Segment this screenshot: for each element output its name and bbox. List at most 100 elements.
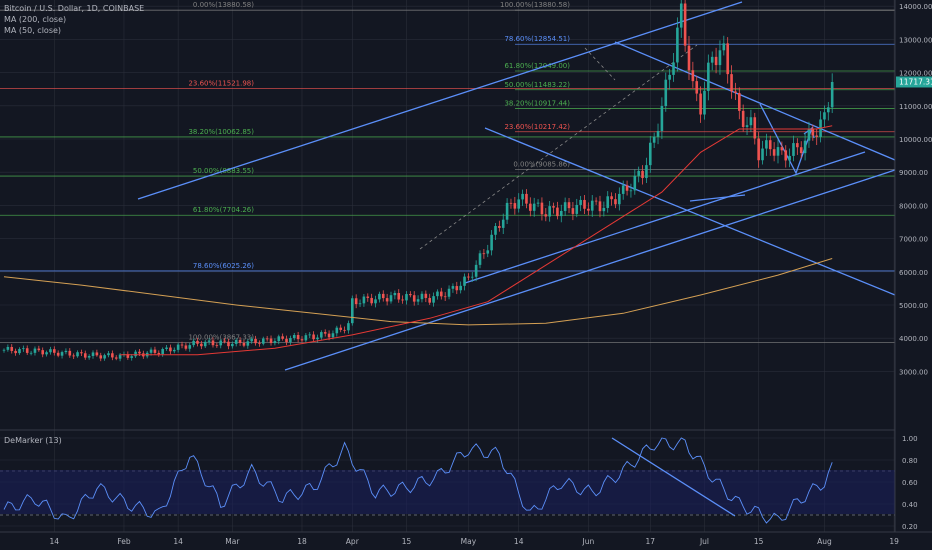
time-tick-label: 19 [889, 537, 899, 546]
candle-body [118, 354, 122, 359]
demarker-legend[interactable]: DeMarker (13) [4, 436, 62, 445]
candle-body [2, 349, 6, 351]
candle-body [780, 147, 784, 151]
price-tick-label: 7000.00 [899, 236, 928, 244]
time-tick-label: Apr [346, 537, 360, 546]
current-price-box [896, 76, 932, 88]
candle-body [72, 355, 75, 357]
candle-body [203, 341, 207, 347]
demarker-axis[interactable]: 1.00 0.80 0.60 0.40 0.20 [902, 435, 918, 531]
price-tick-label: 4000.00 [899, 335, 928, 343]
candle-body [432, 296, 435, 303]
fib-level-left-label: 61.80%(7704.26) [193, 206, 254, 214]
ma50-legend[interactable]: MA (50, close) [4, 26, 62, 35]
candle-body [126, 354, 130, 358]
candle-body [49, 349, 52, 353]
candle-body [741, 110, 745, 127]
candle-body [633, 175, 637, 191]
candle-body [14, 350, 17, 354]
candle-body [455, 286, 459, 291]
candle-body [347, 323, 350, 331]
candle-body [343, 329, 346, 331]
candle-body [714, 56, 718, 66]
candle-body [238, 340, 242, 343]
current-price-label: 11717.31 [899, 77, 932, 86]
candle-body [823, 112, 826, 120]
lower-channel-line-a[interactable] [284, 169, 896, 371]
demarker-band [0, 470, 895, 514]
fib-level-right-label: 100.00%(13880.58) [500, 1, 570, 9]
candle-body [95, 352, 99, 356]
support-line[interactable] [689, 194, 746, 202]
candle-body [378, 293, 381, 300]
candle-body [366, 296, 370, 298]
candle-body [397, 293, 401, 300]
candle-body [807, 128, 811, 141]
upper-channel-line[interactable] [137, 1, 743, 200]
price-axis[interactable]: 15000.0014000.0013000.0012000.0011000.00… [896, 0, 932, 532]
candle-body [679, 3, 683, 28]
candle-body [211, 340, 215, 346]
candle-body [409, 294, 412, 296]
candle-body [656, 131, 660, 137]
candle-body [91, 352, 95, 356]
candle-body [614, 199, 617, 205]
candle-body [83, 353, 87, 358]
time-tick-label: 15 [754, 537, 764, 546]
price-tick-label: 8000.00 [899, 202, 928, 210]
candle-body [509, 202, 513, 204]
candle-body [637, 170, 640, 176]
candle-body [412, 295, 416, 302]
candle-body [730, 74, 733, 92]
candle-body [517, 199, 521, 209]
demarker-tick-label: 0.20 [902, 523, 918, 531]
candle-body [385, 298, 389, 302]
candle-body [277, 336, 281, 342]
candle-body [474, 264, 478, 277]
descending-line-bottom[interactable] [484, 127, 896, 296]
candle-body [482, 253, 486, 255]
candle-body [76, 352, 79, 357]
candle-body [339, 327, 342, 330]
candle-body [219, 340, 223, 346]
price-tick-label: 6000.00 [899, 269, 928, 277]
time-tick-label: 18 [297, 537, 307, 546]
candle-body [707, 62, 710, 91]
demarker-trend-line[interactable] [611, 437, 736, 517]
candle-body [745, 125, 749, 127]
ma200-legend[interactable]: MA (200, close) [4, 15, 67, 24]
candle-body [246, 341, 250, 346]
fib-level-left-label: 38.20%(10062.85) [188, 128, 254, 136]
fib-level-right-label: 50.00%(11483.22) [504, 81, 570, 89]
candle-body [200, 343, 203, 347]
candle-body [64, 350, 68, 353]
price-tick-label: 3000.00 [899, 368, 928, 376]
candle-body [231, 343, 234, 347]
projection-arrow [759, 103, 813, 175]
candle-body [486, 250, 490, 254]
time-axis[interactable]: 14Feb14Mar18Apr15May14Jun17Jul15Aug19Sep [0, 531, 932, 546]
candle-body [261, 338, 265, 344]
symbol-title[interactable]: Bitcoin / U.S. Dollar, 1D, COINBASE [4, 4, 145, 13]
candle-body [734, 91, 737, 93]
lower-channel-line-b[interactable] [464, 151, 866, 284]
candle-body [440, 291, 443, 297]
candle-body [501, 219, 505, 228]
candle-body [529, 203, 532, 211]
candle-body [668, 74, 671, 80]
time-tick-label: Mar [225, 537, 240, 546]
candle-body [567, 202, 571, 209]
candle-body [103, 355, 106, 359]
candle-body [265, 338, 269, 340]
candle-body [172, 349, 176, 352]
candle-body [358, 303, 362, 305]
candle-body [451, 286, 455, 289]
candle-body [587, 208, 590, 211]
descending-line-top[interactable] [614, 41, 896, 161]
candle-body [227, 341, 230, 347]
fib-level-left-label: 100.00%(3867.33) [188, 334, 254, 342]
candle-body [467, 276, 470, 278]
candle-body [803, 140, 807, 154]
